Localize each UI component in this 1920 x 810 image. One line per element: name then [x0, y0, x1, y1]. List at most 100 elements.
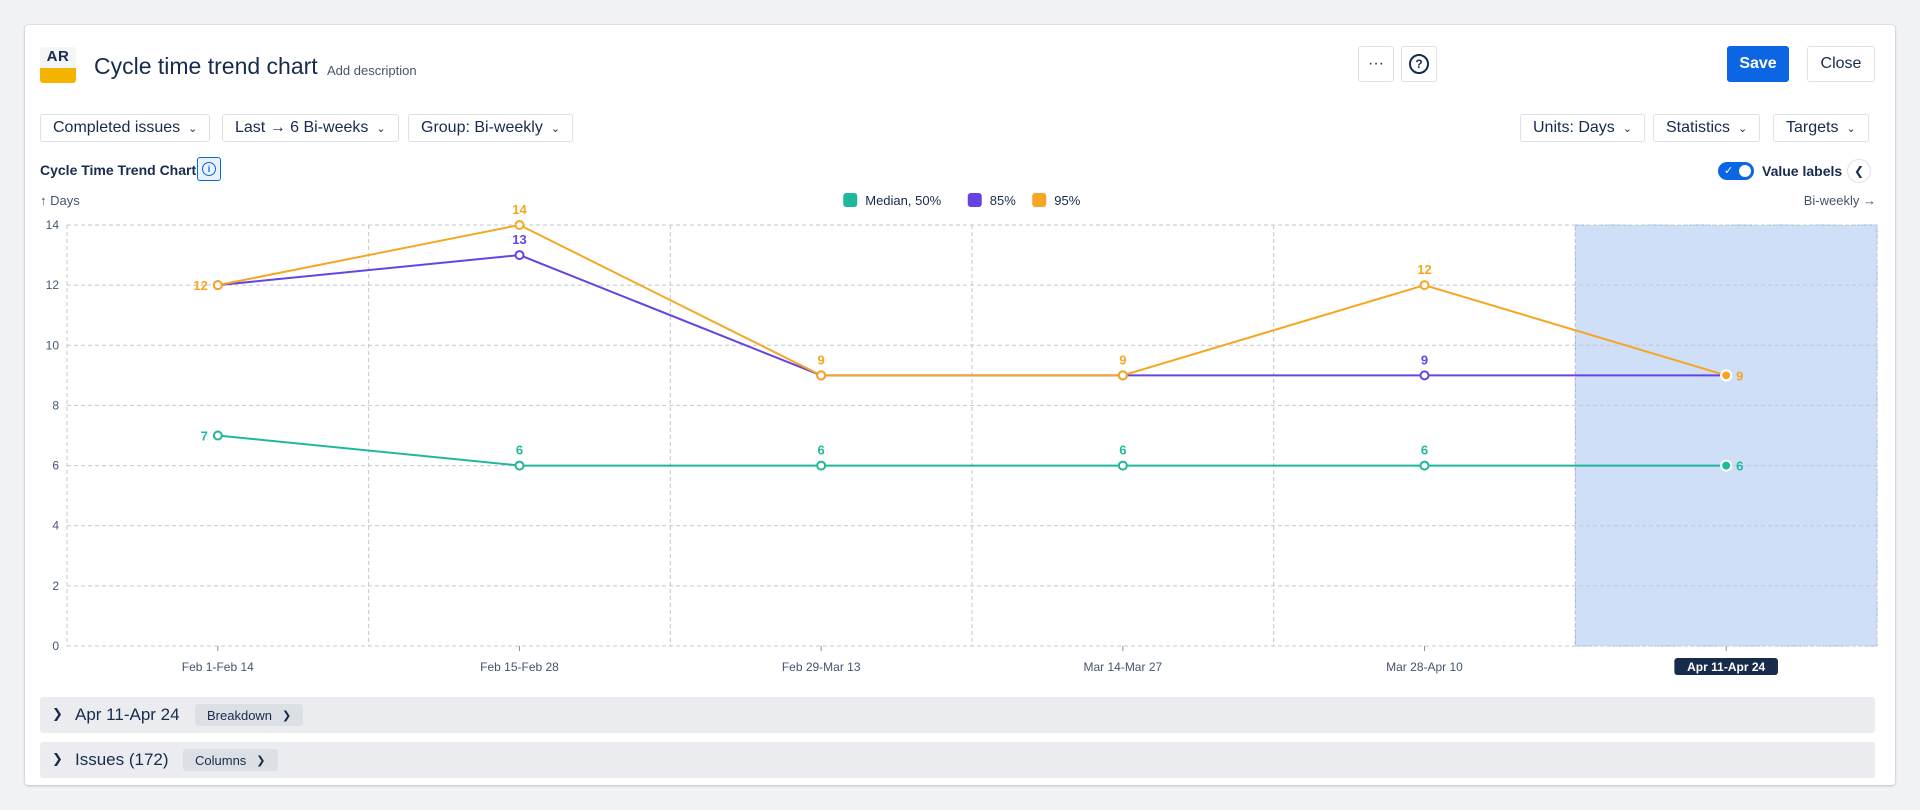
chevron-down-icon: ⌄ [550, 122, 561, 135]
legend-swatch [1032, 193, 1047, 207]
x-tick-label: Apr 11-Apr 24 [1687, 660, 1765, 674]
data-point [1720, 459, 1733, 472]
collapse-panel-button[interactable]: ❮ [1847, 159, 1871, 183]
y-tick-label: 8 [52, 398, 59, 412]
help-icon: ? [1409, 54, 1429, 74]
data-label: 6 [1421, 443, 1428, 458]
issues-filter-label: Completed issues [53, 119, 181, 136]
y-tick-label: 10 [46, 338, 60, 352]
app-logo-text: AR [46, 48, 70, 65]
targets-label: Targets [1786, 119, 1839, 136]
legend-entry: 85% [990, 193, 1016, 208]
x-axis-label: Bi-weekly → [1804, 193, 1876, 208]
chevron-right-icon: ❯ [256, 754, 266, 767]
chevron-left-icon: ❮ [1853, 164, 1865, 178]
group-filter-dropdown[interactable]: Group: Bi-weekly ⌄ [408, 114, 574, 142]
chart-title: Cycle Time Trend Chart [40, 162, 197, 178]
chevron-right-icon: ❯ [282, 709, 292, 722]
x-tick-label: Mar 14-Mar 27 [1083, 660, 1162, 674]
legend-entry: 95% [1054, 193, 1080, 208]
x-tick-label: Mar 28-Apr 10 [1386, 660, 1463, 674]
selected-period-highlight [1574, 224, 1878, 647]
y-tick-label: 14 [46, 218, 60, 232]
data-point [212, 430, 223, 441]
issues-filter-dropdown[interactable]: Completed issues ⌄ [40, 114, 211, 142]
y-tick-label: 6 [52, 459, 59, 473]
help-button[interactable]: ? [1401, 46, 1437, 82]
data-label: 13 [512, 232, 526, 247]
data-label: 9 [1119, 352, 1126, 367]
data-point [816, 460, 827, 471]
check-icon: ✓ [1724, 165, 1734, 177]
y-tick-label: 4 [52, 519, 59, 533]
x-tick-label: Feb 1-Feb 14 [182, 660, 254, 674]
page-title: Cycle time trend chart [94, 53, 318, 79]
data-point [212, 280, 223, 291]
breakdown-button[interactable]: Breakdown ❯ [195, 704, 304, 726]
statistics-dropdown[interactable]: Statistics ⌄ [1653, 114, 1761, 142]
y-tick-label: 2 [52, 579, 59, 593]
units-dropdown[interactable]: Units: Days ⌄ [1520, 114, 1646, 142]
data-label: 6 [1119, 443, 1126, 458]
series-line [217, 223, 1727, 377]
data-point [1117, 460, 1128, 471]
breakdown-panel[interactable]: ❯ Apr 11-Apr 24 Breakdown ❯ [40, 697, 1875, 733]
chevron-down-icon: ⌄ [1622, 122, 1633, 135]
breakdown-panel-title: Apr 11-Apr 24 [75, 705, 180, 724]
data-point [1419, 460, 1430, 471]
data-point [514, 460, 525, 471]
targets-dropdown[interactable]: Targets ⌄ [1773, 114, 1869, 142]
data-label: 6 [1736, 459, 1743, 474]
breakdown-button-label: Breakdown [207, 707, 273, 723]
data-label: 9 [818, 352, 825, 367]
chevron-down-icon: ⌄ [1846, 122, 1856, 135]
legend-entry: Median, 50% [865, 193, 941, 208]
legend-swatch [967, 193, 982, 207]
report-card: AR Cycle time trend chart Add descriptio… [25, 25, 1895, 785]
data-label: 6 [818, 443, 825, 458]
selected-x-tick-bg [1674, 658, 1778, 675]
data-point [1117, 370, 1128, 381]
data-point [816, 370, 827, 381]
legend-swatch [843, 193, 858, 207]
data-label: 9 [1736, 368, 1743, 383]
issues-panel[interactable]: ❯ Issues (172) Columns ❯ [40, 742, 1875, 778]
chevron-down-icon: ⌄ [376, 122, 386, 135]
chevron-right-icon[interactable]: ❯ [52, 706, 63, 721]
close-button[interactable]: Close [1807, 46, 1875, 82]
more-icon: ··· [1368, 55, 1384, 72]
chevron-down-icon: ⌄ [188, 122, 198, 135]
save-button[interactable]: Save [1727, 46, 1789, 82]
issues-panel-title: Issues (172) [75, 750, 169, 769]
more-actions-button[interactable]: ··· [1358, 46, 1394, 82]
period-filter-dropdown[interactable]: Last → 6 Bi-weeks ⌄ [222, 114, 399, 142]
data-point [514, 220, 525, 230]
units-label: Units: Days [1533, 119, 1615, 136]
chevron-down-icon: ⌄ [1738, 122, 1748, 135]
y-axis-label: ↑ Days [40, 193, 80, 208]
group-filter-label: Group: Bi-weekly [421, 119, 543, 136]
cycle-time-chart: 0 2 4 6 8 10 12 14 Feb 1-Feb 14 Feb 15-Feb 28 Feb … [40, 193, 1878, 675]
data-point [1419, 370, 1430, 381]
value-labels-toggle[interactable]: ✓ [1718, 162, 1754, 180]
data-point [1720, 369, 1733, 382]
data-label: 7 [201, 429, 208, 444]
series-line [217, 434, 1727, 467]
chart-info-button[interactable]: i [197, 157, 221, 181]
app-logo: AR [40, 47, 76, 83]
period-filter-label: Last → 6 Bi-weeks [235, 119, 369, 136]
series-line [217, 254, 1727, 377]
data-label: 6 [516, 443, 523, 458]
x-tick-label: Feb 29-Mar 13 [782, 660, 861, 674]
statistics-label: Statistics [1666, 119, 1731, 136]
value-labels-label: Value labels [1762, 163, 1843, 179]
data-label: 12 [1417, 262, 1431, 277]
y-tick-label: 12 [46, 278, 60, 292]
add-description-link[interactable]: Add description [327, 63, 417, 78]
columns-button-label: Columns [195, 752, 247, 768]
x-tick-label: Feb 15-Feb 28 [480, 660, 559, 674]
data-label: 12 [193, 278, 207, 293]
chevron-right-icon[interactable]: ❯ [52, 751, 63, 766]
columns-button[interactable]: Columns ❯ [183, 749, 278, 771]
data-label: 14 [512, 202, 527, 217]
